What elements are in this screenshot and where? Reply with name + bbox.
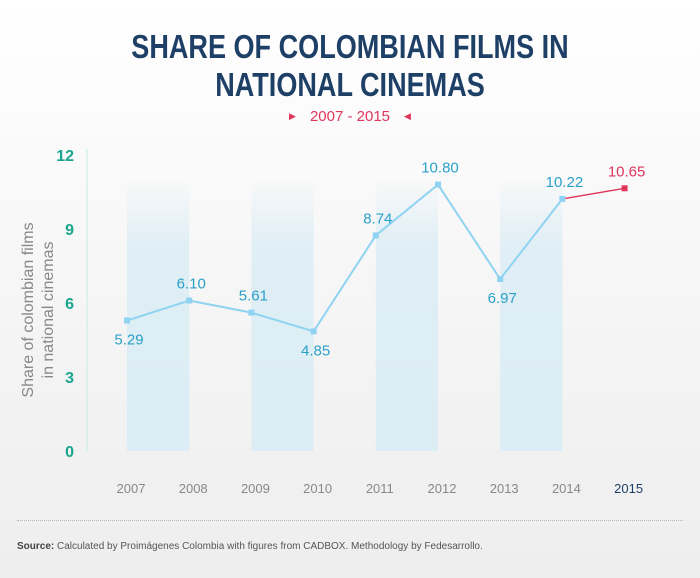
data-label: 6.97 [488, 290, 517, 307]
data-label: 10.65 [608, 163, 646, 180]
series-line [126, 183, 564, 333]
data-point [186, 297, 193, 304]
x-tick-label: 2011 [366, 481, 394, 496]
data-point [497, 276, 504, 283]
x-tick-label: 2009 [241, 481, 270, 496]
y-tick-label: 0 [65, 444, 74, 461]
y-tick-label: 9 [65, 222, 74, 239]
series-line-highlight [562, 187, 625, 200]
source-label: Source: [17, 541, 55, 552]
shaded-band [500, 178, 563, 451]
data-point [124, 317, 130, 324]
subtitle-text: 2007 - 2015 [309, 108, 391, 125]
triangle-left-icon: ◀ [404, 111, 411, 121]
x-tick-label: 2013 [490, 481, 519, 496]
data-point [372, 232, 379, 239]
footer-divider [17, 520, 683, 521]
x-tick-label: 2007 [117, 481, 146, 496]
x-tick-label: 2012 [428, 481, 457, 496]
data-label: 10.80 [421, 160, 459, 177]
data-point [621, 185, 628, 192]
data-point [559, 195, 566, 202]
data-label: 4.85 [301, 342, 330, 359]
data-label: 5.61 [239, 288, 268, 305]
shaded-band [251, 178, 314, 451]
y-axis-label: in national cinemas [40, 242, 57, 379]
y-tick-label: 3 [65, 370, 74, 387]
chart-subtitle: ▶ 2007 - 2015 ◀ [0, 108, 700, 125]
data-label: 10.22 [546, 174, 584, 191]
chart-title: SHARE OF COLOMBIAN FILMS IN NATIONAL CIN… [63, 28, 637, 104]
source-note: Source: Calculated by Proimágenes Colomb… [17, 541, 483, 552]
line-chart: 0 3 6 9 12 Share of colombian films in nationa… [20, 148, 646, 496]
shaded-band [375, 178, 438, 451]
x-tick-label: 2008 [179, 481, 208, 496]
y-tick-label: 12 [56, 148, 74, 165]
x-tick-label: 2010 [303, 481, 332, 496]
data-label: 8.74 [363, 210, 392, 227]
x-tick-label: 2015 [614, 481, 643, 496]
source-text: Calculated by Proimágenes Colombia with … [57, 541, 483, 552]
y-tick-label: 6 [65, 296, 74, 313]
y-axis-label: Share of colombian films [20, 222, 37, 397]
title-line-2: NATIONAL CINEMAS [215, 66, 485, 103]
data-label: 6.10 [177, 276, 206, 293]
shaded-band [127, 178, 190, 451]
data-point [310, 328, 317, 335]
data-point [248, 309, 255, 316]
title-line-1: SHARE OF COLOMBIAN FILMS IN [131, 28, 569, 65]
triangle-right-icon: ▶ [289, 111, 296, 121]
data-label: 5.29 [114, 332, 143, 349]
x-tick-label: 2014 [552, 481, 581, 496]
data-point [435, 181, 441, 188]
